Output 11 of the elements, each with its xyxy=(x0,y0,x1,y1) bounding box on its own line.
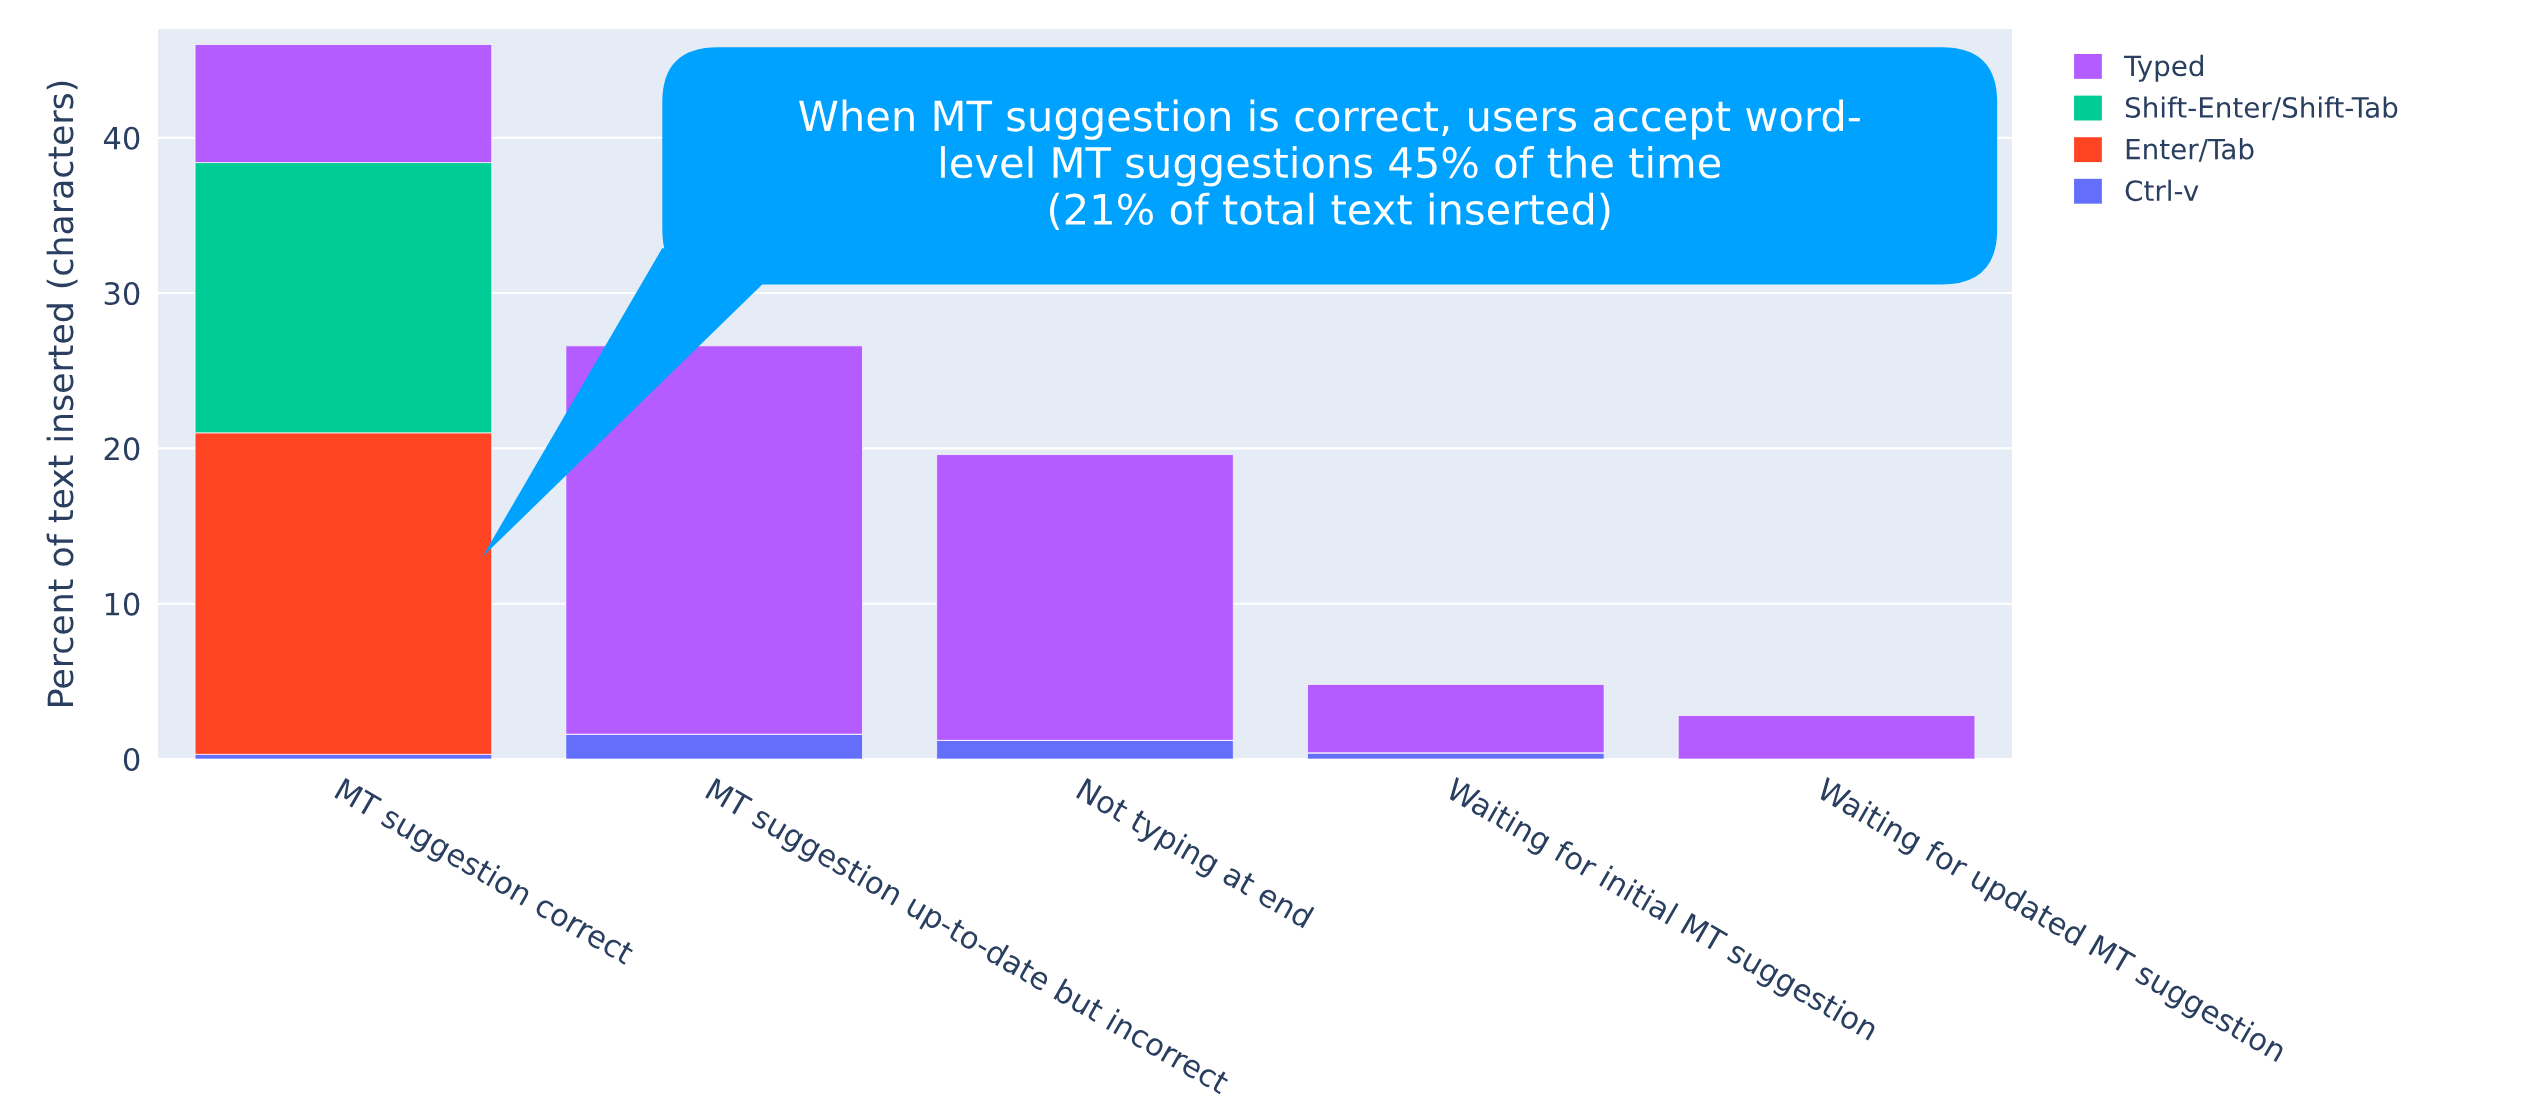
legend-label: Typed xyxy=(2124,54,2203,82)
y-tick-label: 40 xyxy=(103,126,140,150)
y-tick-label: 20 xyxy=(104,437,140,461)
legend-label: Enter/Tab xyxy=(2126,138,2254,162)
y-axis-title: Percent of text inserted (characters) xyxy=(46,81,78,706)
legend-label: Shift-Enter/Shift-Tab xyxy=(2125,96,2398,121)
y-tick-label: 10 xyxy=(105,592,140,616)
y-tick-label: 30 xyxy=(104,281,140,306)
legend-label: Ctrl-v xyxy=(2125,179,2199,202)
y-tick-label: 0 xyxy=(123,747,140,772)
annotation: When MT suggestion is correct, users accept word- level MT suggestions 45% of the time (21% of total text inserted) xyxy=(799,99,1860,230)
